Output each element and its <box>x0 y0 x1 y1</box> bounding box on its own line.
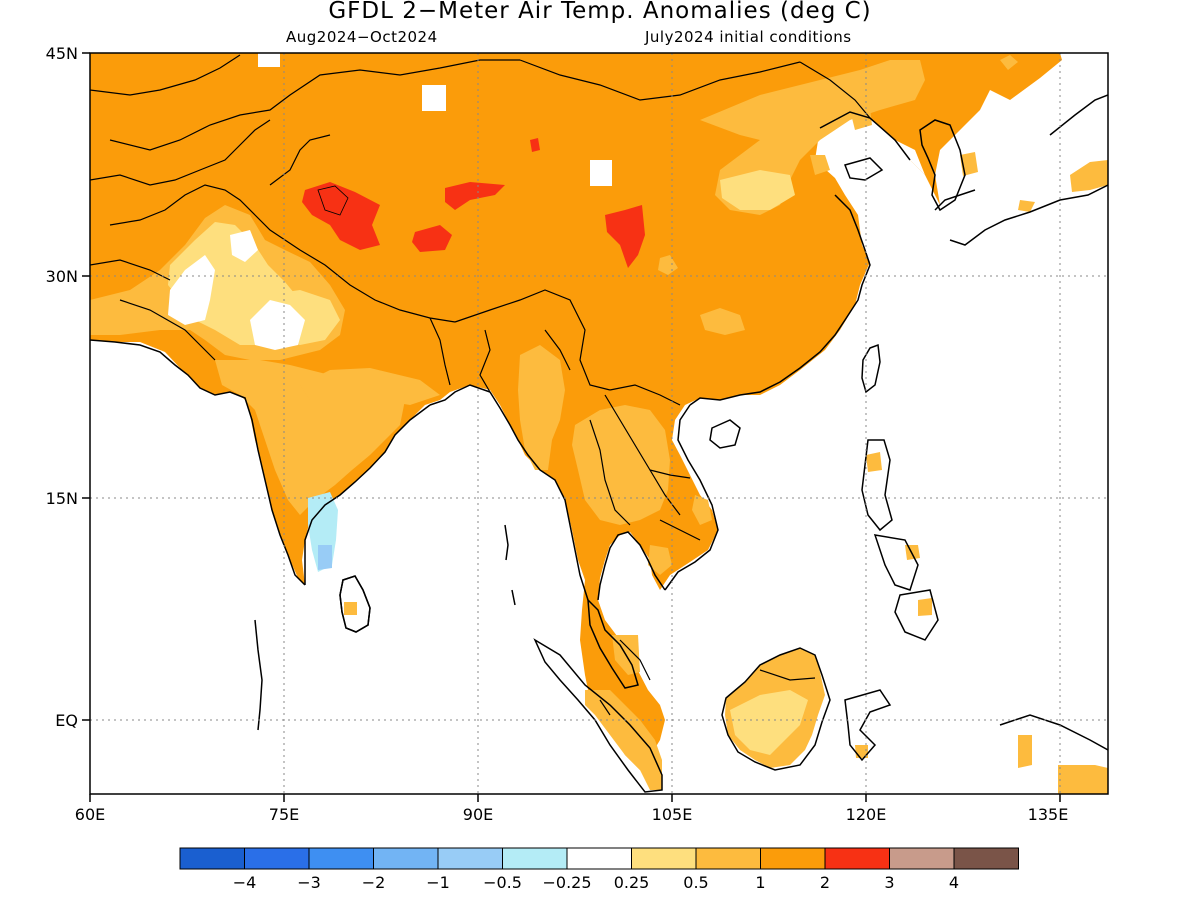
colorbar-label: −2 <box>362 873 386 892</box>
coastlines <box>90 94 1108 793</box>
lat-label-eq: EQ <box>55 711 78 730</box>
colorbar-label: 1 <box>755 873 765 892</box>
colorbar: −4 −3 −2 −1 −0.5 −0.25 0.25 0.5 1 2 3 4 <box>179 847 1019 892</box>
lon-label-90e: 90E <box>463 805 493 824</box>
lat-label-30n: 30N <box>46 267 78 286</box>
latitude-labels: 45N 30N 15N EQ <box>46 44 78 730</box>
colorbar-label: 4 <box>949 873 959 892</box>
colorbar-swatch <box>889 847 955 870</box>
lon-label-105e: 105E <box>652 805 693 824</box>
forecast-period: Aug2024−Oct2024 <box>286 28 438 46</box>
map-title: GFDL 2−Meter Air Temp. Anomalies (deg C) <box>328 0 872 24</box>
colorbar-swatch <box>437 847 503 870</box>
anomaly-negative-0-5 <box>318 545 332 570</box>
tick-marks <box>82 52 1061 802</box>
longitude-labels: 60E 75E 90E 105E 120E 135E <box>75 805 1069 824</box>
lat-label-45n: 45N <box>46 44 78 63</box>
mainland-asia <box>90 53 1062 770</box>
colorbar-label: 3 <box>884 873 894 892</box>
lon-label-75e: 75E <box>269 805 299 824</box>
colorbar-swatch <box>695 847 761 870</box>
colorbar-swatch <box>502 847 568 870</box>
lon-label-60e: 60E <box>75 805 105 824</box>
lon-label-120e: 120E <box>846 805 887 824</box>
colorbar-swatch <box>953 847 1019 870</box>
colorbar-swatch <box>308 847 374 870</box>
colorbar-swatch <box>760 847 826 870</box>
colorbar-label: −0.25 <box>542 873 591 892</box>
anomaly-high-himalaya <box>317 185 349 216</box>
colorbar-label: −3 <box>297 873 321 892</box>
colorbar-label: 2 <box>820 873 830 892</box>
colorbar-label: −4 <box>233 873 257 892</box>
map-frame <box>89 52 1109 795</box>
lat-label-15n: 15N <box>46 489 78 508</box>
colorbar-swatch <box>244 847 310 870</box>
colorbar-swatch <box>179 847 245 870</box>
colorbar-swatch <box>631 847 697 870</box>
colorbar-label: −1 <box>426 873 450 892</box>
initial-conditions: July2024 initial conditions <box>645 28 852 46</box>
anomaly-field <box>90 53 1108 794</box>
colorbar-label: 0.25 <box>614 873 650 892</box>
graticule <box>90 53 1108 794</box>
colorbar-label: 0.5 <box>683 873 708 892</box>
colorbar-swatch <box>824 847 890 870</box>
lon-label-135e: 135E <box>1028 805 1069 824</box>
colorbar-label: −0.5 <box>483 873 522 892</box>
colorbar-swatch <box>566 847 632 870</box>
colorbar-swatch <box>373 847 439 870</box>
